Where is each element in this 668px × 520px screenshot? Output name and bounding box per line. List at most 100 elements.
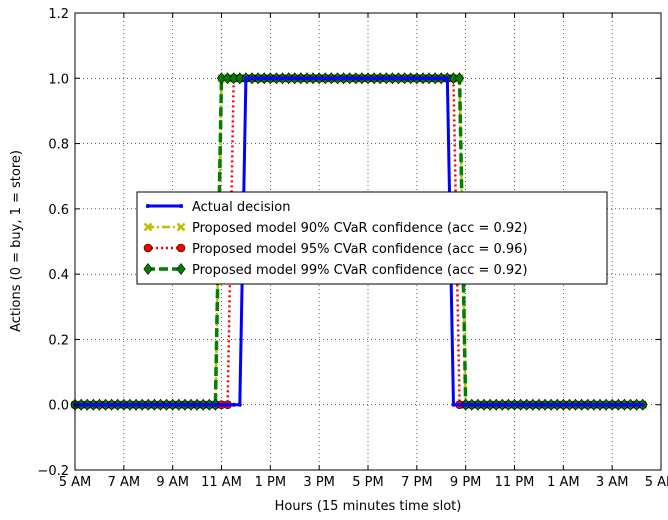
data-point bbox=[488, 402, 493, 407]
legend-marker bbox=[143, 263, 153, 275]
x-tick-label: 9 AM bbox=[156, 475, 189, 490]
data-point bbox=[640, 402, 645, 407]
data-point bbox=[481, 402, 486, 407]
data-point bbox=[433, 76, 438, 81]
data-point bbox=[225, 402, 230, 407]
y-tick-label: 0.0 bbox=[48, 399, 69, 414]
data-point bbox=[335, 76, 340, 81]
x-tick-label: 9 PM bbox=[450, 475, 481, 490]
data-point bbox=[292, 76, 297, 81]
data-point bbox=[414, 76, 419, 81]
data-point bbox=[573, 402, 578, 407]
x-tick-label: 3 AM bbox=[596, 475, 629, 490]
data-point bbox=[311, 76, 316, 81]
axis-ticks: 5 AM 7 AM 9 AM 11 AM 1 PM 3 PM 5 PM 7 PM 9 PM 11 … bbox=[37, 7, 668, 490]
data-point bbox=[543, 402, 548, 407]
series-group bbox=[70, 72, 648, 411]
data-point bbox=[622, 402, 627, 407]
data-point bbox=[158, 402, 163, 407]
data-point bbox=[207, 402, 212, 407]
legend-marker bbox=[176, 243, 186, 253]
data-point bbox=[530, 402, 535, 407]
legend-marker bbox=[143, 222, 153, 232]
data-point bbox=[97, 402, 102, 407]
x-tick-label: 5 PM bbox=[352, 475, 383, 490]
data-point bbox=[256, 76, 261, 81]
data-point bbox=[616, 402, 621, 407]
data-point bbox=[469, 402, 474, 407]
data-point bbox=[549, 402, 554, 407]
x-tick-label: 5 AM bbox=[645, 475, 668, 490]
data-point bbox=[518, 402, 523, 407]
data-point bbox=[524, 402, 529, 407]
data-point bbox=[445, 76, 450, 81]
data-point bbox=[451, 402, 456, 407]
data-point bbox=[201, 402, 206, 407]
data-point bbox=[341, 76, 346, 81]
data-point bbox=[506, 402, 511, 407]
data-point bbox=[223, 72, 233, 85]
data-point bbox=[109, 402, 114, 407]
y-tick-label: 0.6 bbox=[48, 203, 69, 218]
data-point bbox=[274, 76, 279, 81]
y-tick-label: 0.4 bbox=[48, 268, 69, 283]
data-point bbox=[347, 76, 352, 81]
data-point bbox=[396, 76, 401, 81]
data-point bbox=[448, 72, 459, 85]
y-tick-label: 0.8 bbox=[48, 138, 69, 153]
data-point bbox=[134, 402, 139, 407]
data-point bbox=[384, 76, 389, 81]
data-point bbox=[454, 72, 465, 85]
data-point bbox=[216, 72, 227, 85]
data-point bbox=[494, 402, 499, 407]
data-point bbox=[229, 72, 239, 85]
x-tick-label: 11 AM bbox=[201, 475, 242, 490]
data-point bbox=[359, 76, 364, 81]
data-point bbox=[268, 76, 273, 81]
data-point bbox=[567, 402, 572, 407]
x-tick-label: 7 AM bbox=[108, 475, 141, 490]
x-tick-label: 3 PM bbox=[303, 475, 334, 490]
data-point bbox=[555, 402, 560, 407]
data-point bbox=[427, 76, 432, 81]
data-point bbox=[420, 76, 425, 81]
data-point bbox=[591, 402, 596, 407]
x-tick-label: 1 PM bbox=[255, 475, 286, 490]
x-axis-label: Hours (15 minutes time slot) bbox=[275, 499, 462, 514]
data-point bbox=[121, 402, 126, 407]
series-line bbox=[75, 76, 643, 407]
data-point bbox=[634, 402, 639, 407]
x-tick-label: 5 AM bbox=[59, 475, 92, 490]
data-point bbox=[439, 76, 444, 81]
data-point bbox=[366, 76, 370, 81]
legend-marker bbox=[179, 204, 183, 208]
data-point bbox=[408, 76, 413, 81]
y-tick-label: 1.0 bbox=[48, 72, 69, 87]
data-point bbox=[628, 402, 633, 407]
data-point bbox=[512, 402, 517, 407]
legend-label: Proposed model 90% CVaR confidence (acc … bbox=[192, 221, 528, 236]
data-point bbox=[85, 402, 90, 407]
data-point bbox=[402, 76, 407, 81]
data-point bbox=[390, 76, 395, 81]
data-point bbox=[91, 402, 96, 407]
data-point bbox=[140, 402, 145, 407]
data-point bbox=[182, 402, 187, 407]
x-tick-label: 1 AM bbox=[547, 475, 580, 490]
data-point bbox=[286, 76, 291, 81]
data-point bbox=[231, 402, 236, 407]
legend-label: Actual decision bbox=[192, 200, 290, 215]
data-point bbox=[280, 76, 285, 81]
data-point bbox=[323, 76, 328, 81]
data-point bbox=[103, 402, 108, 407]
data-point bbox=[457, 402, 462, 407]
data-point bbox=[378, 76, 383, 81]
data-point bbox=[298, 76, 303, 81]
data-point bbox=[237, 402, 242, 407]
legend: Actual decision Proposed model 90% CVaR c… bbox=[136, 191, 608, 285]
data-point bbox=[188, 402, 193, 407]
data-point bbox=[579, 402, 584, 407]
data-point bbox=[146, 402, 151, 407]
